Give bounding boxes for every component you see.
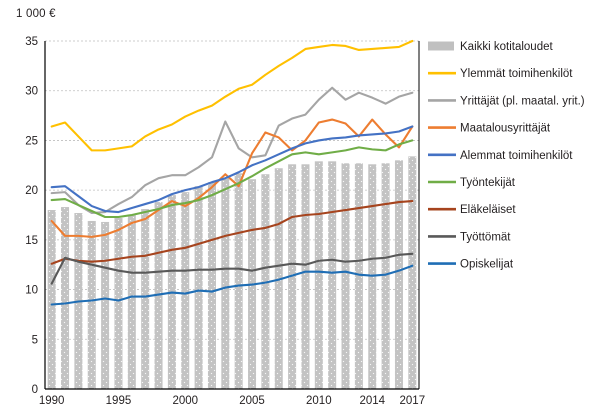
bar <box>61 207 70 389</box>
bar <box>87 220 96 389</box>
x-tick-label: 2014 <box>359 395 385 407</box>
legend-item-label: Kaikki kotitaloudet <box>460 41 553 53</box>
x-axis-tick-labels: 1990 1995 2000 2005 2010 2014 2017 <box>39 395 425 407</box>
legend-item[interactable]: Yrittäjät (pl. maatal. yrit.) <box>428 95 585 107</box>
line-series <box>50 125 414 214</box>
line-series <box>50 252 414 285</box>
x-tick-label: 2010 <box>306 395 332 407</box>
bar <box>381 163 390 389</box>
y-tick-label: 25 <box>25 135 38 147</box>
legend-item[interactable]: Kaikki kotitaloudet <box>428 41 553 53</box>
x-tick-label: 2000 <box>172 395 198 407</box>
legend-item-label: Yrittäjät (pl. maatal. yrit.) <box>460 95 585 107</box>
x-tick-label: 2017 <box>400 395 426 407</box>
y-tick-label: 15 <box>25 235 38 247</box>
y-tick-label: 0 <box>32 384 38 396</box>
legend-item[interactable]: Maatalousyrittäjät <box>428 123 551 135</box>
y-tick-label: 30 <box>25 86 38 98</box>
x-tick-label: 1990 <box>39 395 65 407</box>
line-series <box>50 39 414 152</box>
y-axis-tick-labels: 0 5 10 15 20 25 30 35 <box>25 36 38 396</box>
legend-item[interactable]: Alemmat toimihenkilöt <box>428 150 573 162</box>
line-series <box>50 139 414 219</box>
x-tick-label: 2005 <box>239 395 265 407</box>
bar <box>301 164 310 389</box>
legend-item-label: Työttömät <box>460 231 511 243</box>
y-tick-label: 20 <box>25 185 38 197</box>
legend-item-label: Eläkeläiset <box>460 204 516 216</box>
line-series <box>50 200 414 265</box>
bar <box>101 221 110 389</box>
bar <box>127 215 136 389</box>
line-series <box>50 264 414 306</box>
line-series <box>50 118 414 238</box>
line-series <box>50 86 414 215</box>
bar <box>114 217 123 389</box>
bar-series-kaikki-kotitaloudet <box>47 156 417 389</box>
legend-item-label: Työntekijät <box>460 177 516 189</box>
bar <box>221 178 230 389</box>
bar <box>408 156 417 389</box>
bar <box>314 161 323 389</box>
chart-legend: Kaikki kotitaloudet Ylemmät toimihenkilöt… <box>428 41 585 271</box>
legend-item-label: Alemmat toimihenkilöt <box>460 150 573 162</box>
legend-item[interactable]: Ylemmät toimihenkilöt <box>428 68 573 80</box>
legend-item-label: Maatalousyrittäjät <box>460 123 551 135</box>
bar <box>354 163 363 389</box>
bar <box>47 210 56 389</box>
legend-item-label: Ylemmät toimihenkilöt <box>460 68 573 80</box>
axes <box>44 41 420 390</box>
bar <box>194 186 203 389</box>
x-tick-label: 1995 <box>106 395 132 407</box>
y-tick-label: 10 <box>25 285 38 297</box>
y-tick-label: 5 <box>32 334 38 346</box>
y-axis-unit-label: 1 000 € <box>16 8 56 20</box>
legend-item[interactable]: Opiskelijat <box>428 259 514 271</box>
bar <box>234 173 243 389</box>
legend-item[interactable]: Eläkeläiset <box>428 204 516 216</box>
bar <box>141 209 150 389</box>
bar <box>394 160 403 389</box>
bar <box>328 161 337 389</box>
legend-item[interactable]: Työntekijät <box>428 177 516 189</box>
bar <box>181 192 190 389</box>
legend-item[interactable]: Työttömät <box>428 231 511 243</box>
legend-item-label: Opiskelijat <box>460 259 514 271</box>
bar <box>207 182 216 389</box>
line-series-group <box>50 39 414 306</box>
y-tick-label: 35 <box>25 36 38 48</box>
bar <box>341 163 350 389</box>
